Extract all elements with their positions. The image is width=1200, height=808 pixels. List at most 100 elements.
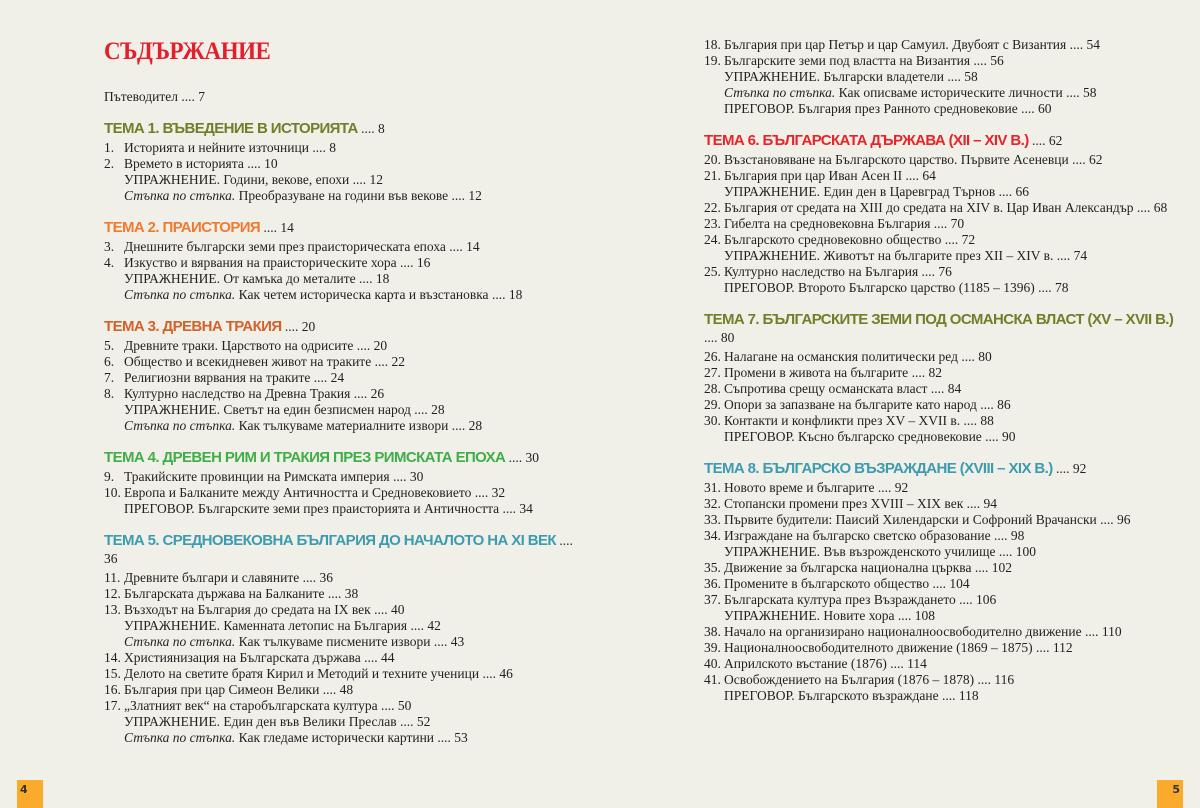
toc-entry[interactable]: 32. Стопански промени през XVIII – XIX ве…	[704, 496, 1174, 512]
toc-entry[interactable]: УПРАЖНЕНИЕ. Светът на един безписмен нар…	[104, 402, 574, 418]
toc-entry[interactable]: УПРАЖНЕНИЕ. Каменната летопис на Българи…	[104, 618, 574, 634]
toc-entry[interactable]: 6. Общество и всекидневен живот на тракит…	[104, 354, 574, 370]
toc-entry[interactable]: 10. Европа и Балканите между Античността …	[104, 485, 574, 501]
toc-entry[interactable]: 21. България при цар Иван Асен II .... 64	[704, 168, 1174, 184]
entry-page: 80	[978, 349, 992, 364]
entry-number: 22.	[704, 200, 721, 215]
toc-entry[interactable]: 19. Българските земи под властта на Визан…	[704, 53, 1174, 69]
toc-entry[interactable]: 1. Историята и нейните източници .... 8	[104, 140, 574, 156]
entry-text: Как четем историческа карта и възстановк…	[238, 287, 489, 302]
entry-text: „Златният век“ на старобългарската култу…	[124, 698, 378, 713]
toc-entry[interactable]: 28. Съпротива срещу османската власт ....…	[704, 381, 1174, 397]
toc-entry[interactable]: 33. Първите будители: Паисий Хилендарски …	[704, 512, 1174, 528]
entry-text: Как тълкуваме материалните извори	[238, 418, 449, 433]
entry-page: 54	[1086, 37, 1100, 52]
toc-entry[interactable]: 35. Движение за българска национална църк…	[704, 560, 1174, 576]
toc-entry[interactable]: 18. България при цар Петър и цар Самуил. …	[704, 37, 1174, 53]
toc-entry[interactable]: 11. Древните българи и славяните .... 36	[104, 570, 574, 586]
toc-entry[interactable]: Стъпка по стъпка. Как гледаме историческ…	[104, 730, 574, 746]
entry-text: Българската държава на Балканите	[124, 586, 325, 601]
entry-separator: ....	[410, 402, 432, 417]
toc-entry[interactable]: 2. Времето в историята .... 10	[104, 156, 574, 172]
toc-entry[interactable]: 3. Днешните български земи през праистори…	[104, 239, 574, 255]
toc-entry[interactable]: 14. Християнизация на Българската държава…	[104, 650, 574, 666]
toc-entry-guide[interactable]: Пътеводител .... 7	[104, 89, 574, 105]
entry-page: 22	[391, 354, 405, 369]
entry-separator: ....	[260, 220, 281, 235]
toc-entry[interactable]: Стъпка по стъпка. Как тълкуваме писменит…	[104, 634, 574, 650]
heading-title: ТЕМА 3. ДРЕВНА ТРАКИЯ	[104, 318, 282, 335]
toc-entry[interactable]: УПРАЖНЕНИЕ. Новите хора .... 108	[704, 608, 1174, 624]
toc-entry[interactable]: 9. Тракийските провинции на Римската импе…	[104, 469, 574, 485]
entry-text: Промените в българското общество	[724, 576, 930, 591]
toc-entry[interactable]: 20. Възстановяване на Българското царство…	[704, 152, 1174, 168]
toc-entry[interactable]: 31. Новото време и българите .... 92	[704, 480, 1174, 496]
toc-entry[interactable]: 13. Възходът на България до средата на IX…	[104, 602, 574, 618]
toc-entry[interactable]: 4. Изкуство и вярвания на праисторическит…	[104, 255, 574, 271]
entry-text: Как гледаме исторически картини	[238, 730, 435, 745]
entry-separator: ....	[894, 608, 915, 623]
section-heading[interactable]: ТЕМА 1. ВЪВЕДЕНИЕ В ИСТОРИЯТА .... 8	[104, 118, 574, 140]
toc-entry[interactable]: 7. Религиозни вярвания на траките .... 24	[104, 370, 574, 386]
entry-page: 100	[1015, 544, 1036, 559]
toc-entry[interactable]: УПРАЖНЕНИЕ. От камъка до металите .... 1…	[104, 271, 574, 287]
section-heading[interactable]: ТЕМА 2. ПРАИСТОРИЯ .... 14	[104, 217, 574, 239]
entry-page: 40	[391, 602, 405, 617]
toc-entry[interactable]: Стъпка по стъпка. Как четем историческа …	[104, 287, 574, 303]
section-heading[interactable]: ТЕМА 5. СРЕДНОВЕКОВНА БЪЛГАРИЯ ДО НАЧАЛО…	[104, 530, 574, 570]
toc-entry[interactable]: 34. Изграждане на българско светско образ…	[704, 528, 1174, 544]
entry-number: 11.	[104, 570, 121, 585]
toc-entry[interactable]: УПРАЖНЕНИЕ. Във възрожденското училище .…	[704, 544, 1174, 560]
entry-separator: ....	[430, 634, 451, 649]
toc-entry[interactable]: 40. Априлското въстание (1876) .... 114	[704, 656, 1174, 672]
toc-entry[interactable]: 5. Древните траки. Царството на одрисите …	[104, 338, 574, 354]
toc-entry[interactable]: ПРЕГОВОР. България през Ранното среднове…	[704, 101, 1174, 117]
entry-number: 1.	[104, 140, 115, 155]
toc-entry[interactable]: Стъпка по стъпка. Как тълкуваме материал…	[104, 418, 574, 434]
toc-entry[interactable]: 30. Контакти и конфликти през XV – XVII в…	[704, 413, 1174, 429]
toc-entry[interactable]: 25. Културно наследство на България .... …	[704, 264, 1174, 280]
section-heading[interactable]: ТЕМА 8. БЪЛГАРСКО ВЪЗРАЖДАНЕ (XVIII – XI…	[704, 458, 1174, 480]
section-heading[interactable]: ТЕМА 7. БЪЛГАРСКИТЕ ЗЕМИ ПОД ОСМАНСКА ВЛ…	[704, 309, 1174, 349]
entry-number: 32.	[704, 496, 721, 511]
entry-number: 29.	[704, 397, 721, 412]
heading-page: 92	[1072, 461, 1087, 476]
toc-entry[interactable]: 16. България при цар Симеон Велики .... 4…	[104, 682, 574, 698]
toc-entry[interactable]: 15. Делото на светите братя Кирил и Метод…	[104, 666, 574, 682]
toc-entry[interactable]: 38. Начало на организирано националноосво…	[704, 624, 1174, 640]
toc-entry[interactable]: 29. Опори за запазване на българите като …	[704, 397, 1174, 413]
toc-entry[interactable]: ПРЕГОВОР. Късно българско средновековие …	[704, 429, 1174, 445]
toc-entry[interactable]: 26. Налагане на османския политически ред…	[704, 349, 1174, 365]
toc-entry[interactable]: ПРЕГОВОР. Второто Българско царство (118…	[704, 280, 1174, 296]
toc-entry[interactable]: 17. „Златният век“ на старобългарската ку…	[104, 698, 574, 714]
toc-entry[interactable]: 22. България от средата на XIII до средат…	[704, 200, 1174, 216]
toc-entry[interactable]: ПРЕГОВОР. Българските земи през праистор…	[104, 501, 574, 517]
toc-entry[interactable]: 8. Културно наследство на Древна Тракия .…	[104, 386, 574, 402]
entry-separator: ....	[499, 501, 520, 516]
toc-entry[interactable]: УПРАЖНЕНИЕ. Български владетели .... 58	[704, 69, 1174, 85]
section-heading[interactable]: ТЕМА 6. БЪЛГАРСКАТА ДЪРЖАВА (XII – XIV В…	[704, 130, 1174, 152]
toc-entry[interactable]: 24. Българското средновековно общество ..…	[704, 232, 1174, 248]
toc-entry[interactable]: УПРАЖНЕНИЕ. Животът на българите през XI…	[704, 248, 1174, 264]
toc-entry[interactable]: УПРАЖНЕНИЕ. Години, векове, епохи .... 1…	[104, 172, 574, 188]
section-heading[interactable]: ТЕМА 4. ДРЕВЕН РИМ И ТРАКИЯ ПРЕЗ РИМСКАТ…	[104, 447, 574, 469]
toc-entry[interactable]: Стъпка по стъпка. Как описваме историчес…	[704, 85, 1174, 101]
toc-entry[interactable]: ПРЕГОВОР. Българското възраждане .... 11…	[704, 688, 1174, 704]
entry-text: Пътеводител	[104, 89, 178, 104]
section-heading[interactable]: ТЕМА 3. ДРЕВНА ТРАКИЯ .... 20	[104, 316, 574, 338]
toc-entry[interactable]: Стъпка по стъпка. Преобразуване на годин…	[104, 188, 574, 204]
toc-entry[interactable]: УПРАЖНЕНИЕ. Един ден във Велики Преслав …	[104, 714, 574, 730]
entry-text: УПРАЖНЕНИЕ. Български владетели	[724, 69, 944, 84]
toc-entry[interactable]: 41. Освобождението на България (1876 – 18…	[704, 672, 1174, 688]
entry-separator: ....	[960, 413, 981, 428]
toc-entry[interactable]: 37. Българската култура през Възраждането…	[704, 592, 1174, 608]
entry-page: 46	[499, 666, 513, 681]
toc-entry[interactable]: 27. Промени в живота на българите .... 82	[704, 365, 1174, 381]
toc-entry[interactable]: 23. Гибелта на средновековна България ...…	[704, 216, 1174, 232]
toc-entry[interactable]: 12. Българската държава на Балканите ....…	[104, 586, 574, 602]
toc-entry[interactable]: УПРАЖНЕНИЕ. Един ден в Царевград Търнов …	[704, 184, 1174, 200]
toc-entry[interactable]: 39. Националноосвободителното движение (1…	[704, 640, 1174, 656]
entry-text: Делото на светите братя Кирил и Методий …	[124, 666, 480, 681]
entry-number: 24.	[704, 232, 721, 247]
toc-entry[interactable]: 36. Промените в българското общество ....…	[704, 576, 1174, 592]
